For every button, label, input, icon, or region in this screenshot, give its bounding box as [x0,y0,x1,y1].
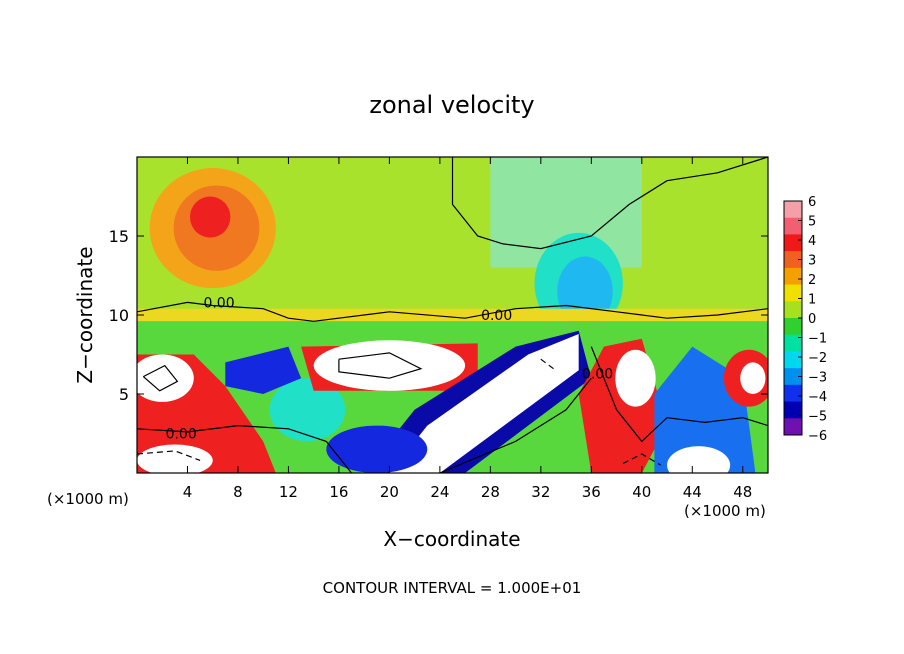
colorbar-swatch [784,301,802,319]
x-tick-label: 32 [531,483,550,501]
contour-zero-lower-left [137,424,352,473]
colorbar-label: 6 [808,195,816,210]
colorbar-label: −5 [808,410,827,425]
field-region-strong-right [615,349,656,407]
colorbar: 6 5 4 3 2 1 0 −1 −2 −3 −4 −5 −6 [783,195,827,444]
colorbar-swatch [784,284,802,302]
x-axis-label: X−coordinate [383,527,520,551]
colorbar-label: −1 [808,332,827,347]
contour-labels: 0.00 0.00 0.00 0.00 [166,295,614,442]
contour-negative-center [540,358,554,370]
field-region-strong-right-bottom [667,446,731,473]
colorbar-swatch [784,384,802,403]
colorbar-swatch [784,251,802,269]
x-tick-label: 40 [632,483,651,501]
colorbar-swatch [784,217,802,235]
y-tick-label: 5 [119,385,129,404]
contour-negative-bottom-right [622,453,662,466]
field-region-strong-jet [389,334,579,473]
field-region-positive-upper-peak [190,196,231,238]
field-region-strong-center [313,340,466,391]
contour-label: 0.00 [481,308,512,324]
x-tick-label: 48 [733,483,752,501]
x-tick-label: 28 [481,483,500,501]
x-unit-label-right: (×1000 m) [684,502,766,520]
y-axis: 5 10 15 [109,227,768,404]
colorbar-swatch [784,318,802,336]
y-axis-label: Z−coordinate [73,246,97,383]
colorbar-swatch [784,234,802,252]
colorbar-label: 3 [808,254,816,269]
colorbar-label: 2 [808,273,816,288]
contour-zero-lower-right [590,346,768,443]
field-region-strong-left [137,354,194,402]
field-region-strong-bottom-left [137,444,213,473]
field-region-shear-layer [137,308,768,322]
colorbar-label: 4 [808,234,816,249]
contour-label: 0.00 [166,427,197,443]
x-tick-label: 20 [380,483,399,501]
x-tick-label: 8 [233,483,243,501]
contour-positive-center [338,352,423,379]
contour-label: 0.00 [203,295,234,311]
x-unit-label-left: (×1000 m) [47,490,129,508]
colorbar-swatch [784,201,802,219]
contour-positive-left [142,364,179,392]
y-tick-label: 10 [109,306,129,325]
field-region-negative-upper-left [225,346,302,394]
contour-zero-top [451,157,768,250]
colorbar-swatch [784,418,802,436]
field-region-blue-plume [557,256,613,327]
contour-zero-upper [137,301,768,322]
field-region-negative-bottom [326,425,428,473]
plot-area [137,157,768,473]
colorbar-swatch [784,267,802,286]
colorbar-label: −4 [808,390,827,405]
x-tick-label: 16 [329,483,348,501]
contour-label: 0.00 [582,366,613,382]
velocity-field [137,157,768,473]
colorbar-swatch [784,351,802,369]
colorbar-swatch [784,368,802,386]
colorbar-label: −2 [808,351,827,366]
field-region-negative-left [269,378,346,442]
x-tick-label: 4 [183,483,193,501]
contour-lines [137,157,768,473]
colorbar-label: 1 [808,293,816,308]
chart-title: zonal velocity [369,91,534,119]
colorbar-label: 0 [808,312,816,327]
field-region-strong-far-right [740,362,766,395]
x-tick-label: 24 [430,483,449,501]
field-region-upper-cyan [490,157,642,268]
x-tick-label: 36 [582,483,601,501]
x-tick-label: 44 [683,483,702,501]
colorbar-label: 5 [808,215,816,230]
contour-zero-lower-center [439,377,592,473]
colorbar-swatch [784,401,802,419]
contour-interval-note: CONTOUR INTERVAL = 1.000E+01 [323,579,582,597]
colorbar-label: −3 [808,371,827,386]
colorbar-label: −6 [808,429,827,444]
y-tick-label: 15 [109,227,129,246]
colorbar-swatch [784,334,802,352]
contour-negative-bottom-left [137,450,201,461]
x-axis: 4 8 12 16 20 24 28 32 36 40 44 48 [183,157,752,501]
x-tick-label: 12 [279,483,298,501]
